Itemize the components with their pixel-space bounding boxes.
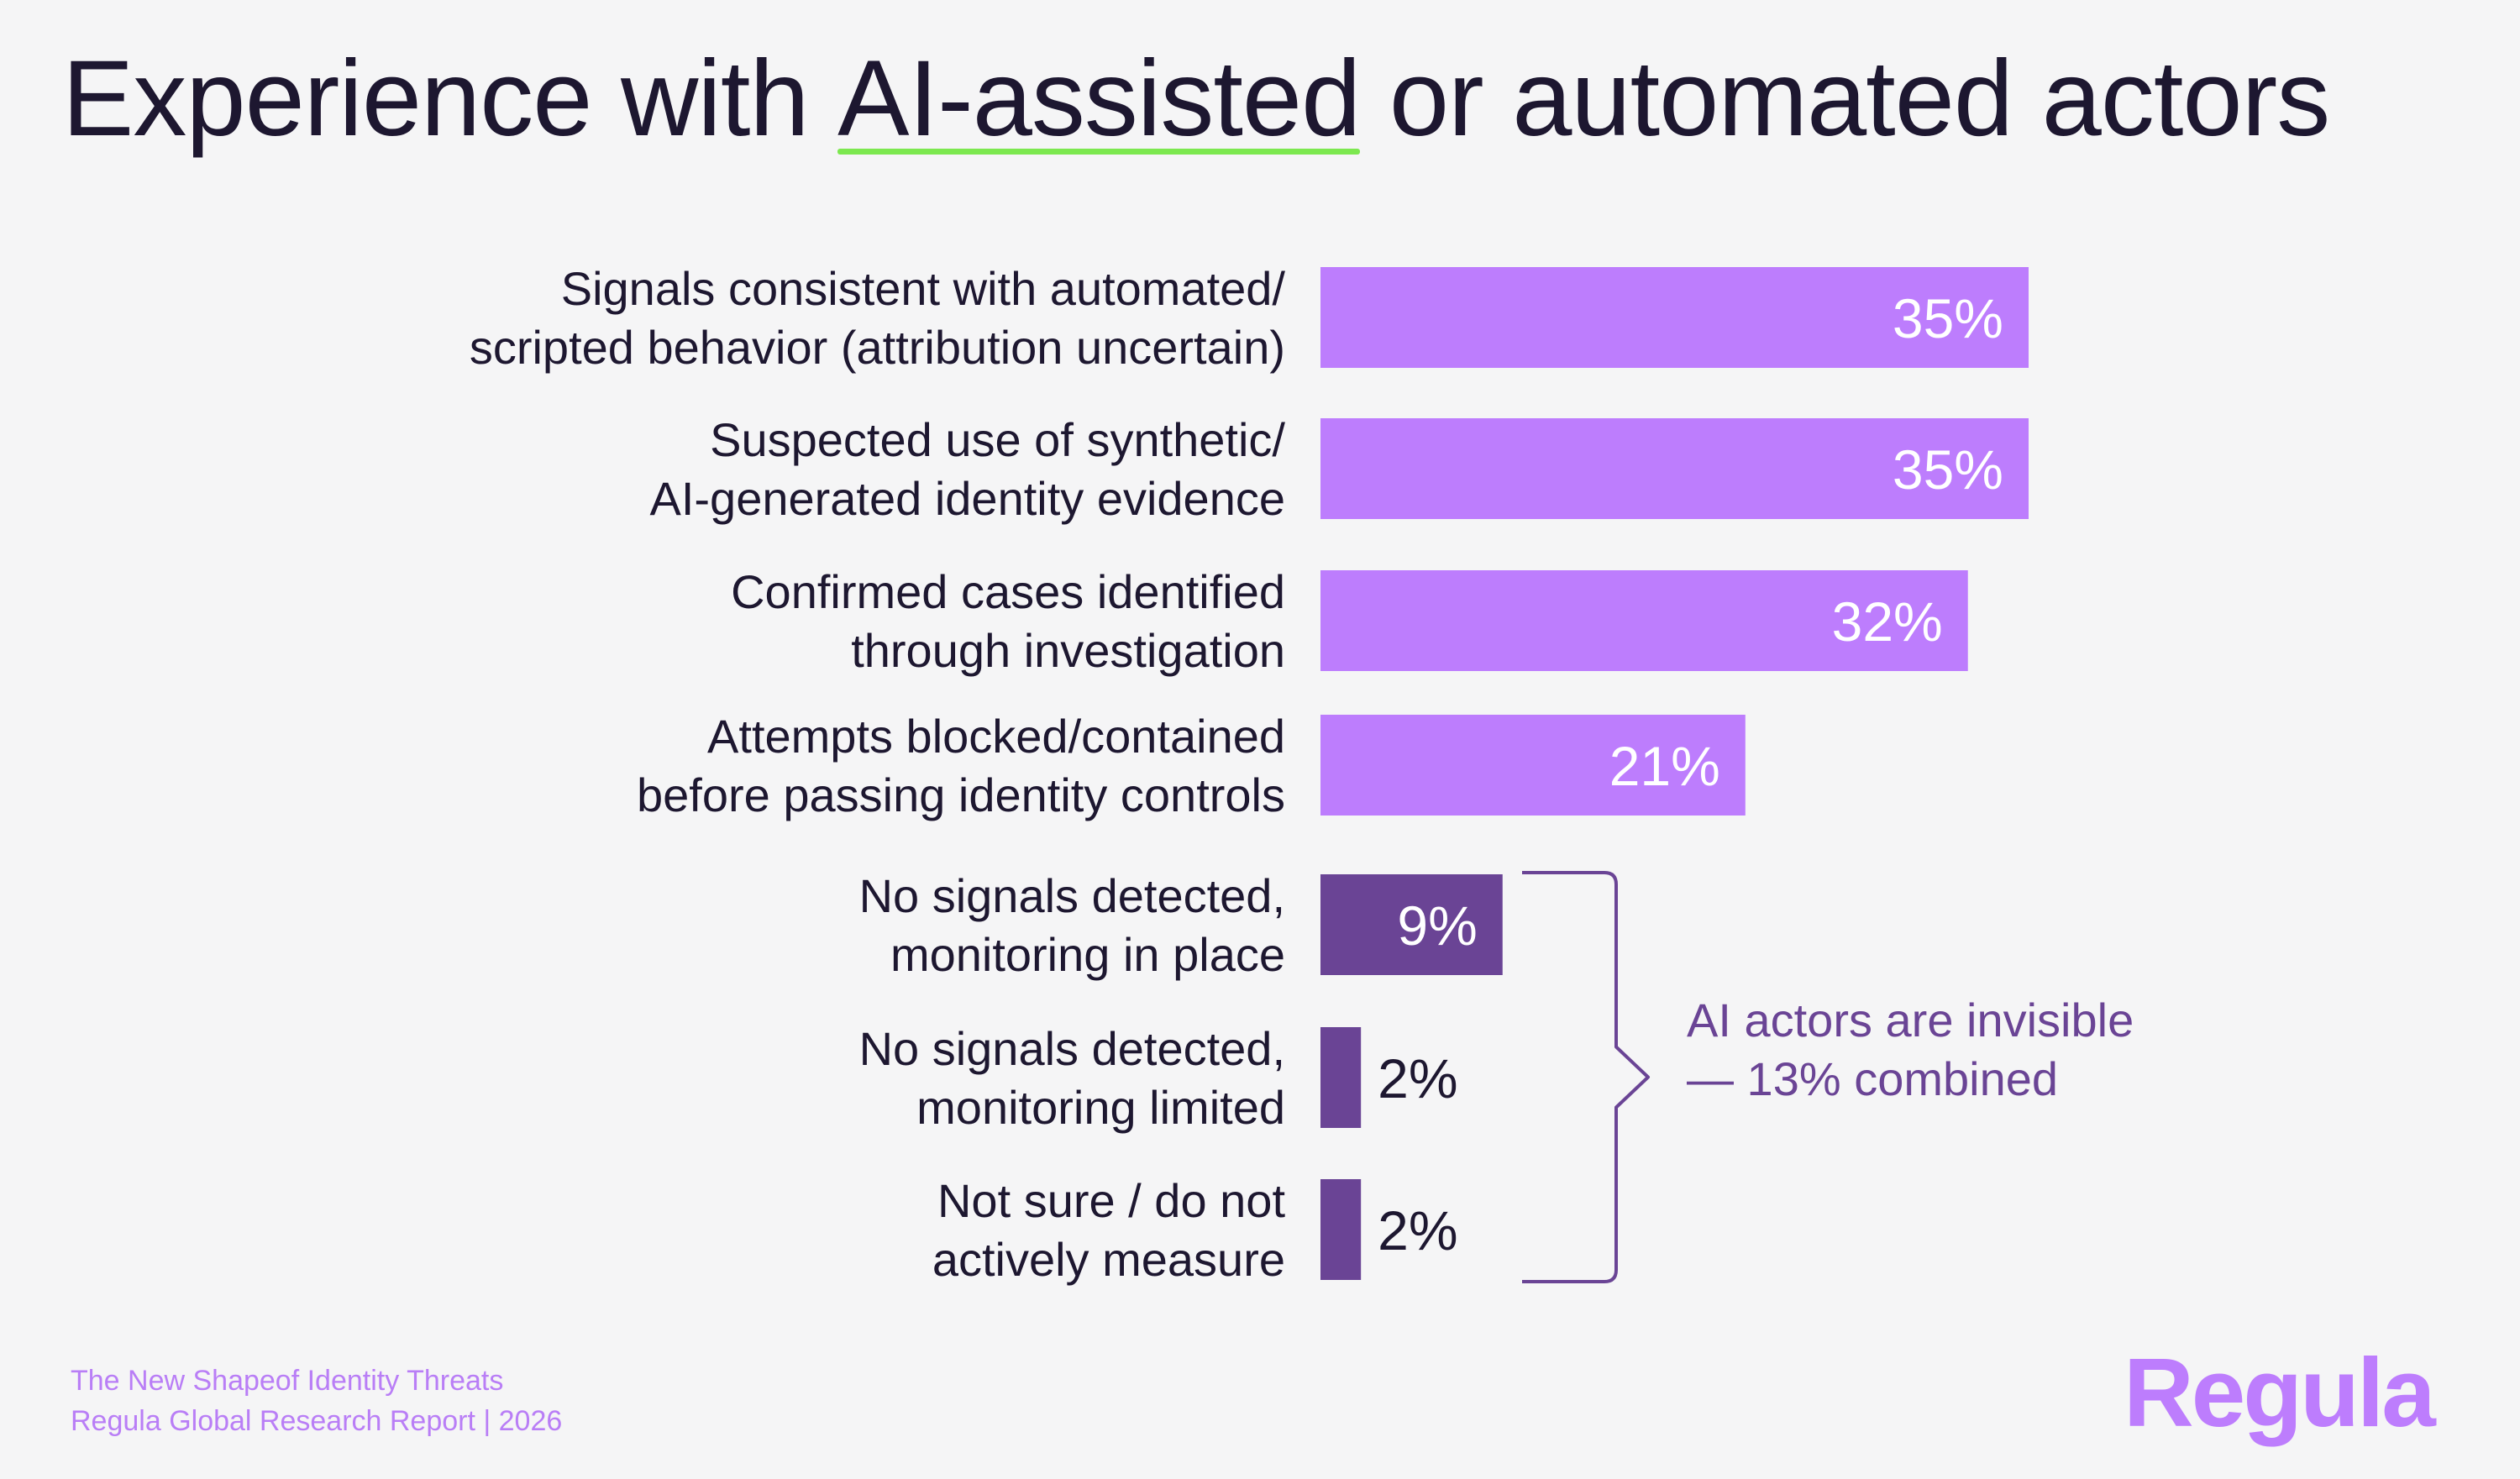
value-label: 21% (1609, 735, 1720, 797)
category-label: Not sure / do not actively measure (932, 1174, 1286, 1286)
regula-logo: Regula (2124, 1338, 2436, 1447)
value-label: 32% (1832, 590, 1943, 653)
bar (1320, 874, 1503, 975)
chart-title: Experience with AI-assisted or automated… (62, 32, 2330, 166)
callout-text: AI actors are invisible — 13% combined (1687, 994, 2134, 1105)
footer-report-subtitle: Regula Global Research Report | 2026 (71, 1405, 563, 1437)
category-label: No signals detected, monitoring limited (859, 1022, 1285, 1134)
category-label: Signals consistent with automated/script… (470, 262, 1286, 374)
bar (1320, 418, 2029, 519)
value-label: 2% (1378, 1199, 1457, 1261)
footer: The New Shapeof Identity Threats Regula … (71, 1361, 562, 1441)
category-label: Confirmed cases identified through invest… (731, 565, 1285, 677)
bar (1320, 267, 2029, 368)
value-label: 2% (1378, 1047, 1457, 1109)
value-label: 35% (1893, 438, 2003, 501)
group-bracket (1522, 871, 1650, 1283)
value-label: 35% (1893, 287, 2003, 349)
bar (1320, 1179, 1362, 1280)
bar (1320, 715, 1746, 816)
category-label: Suspected use of synthetic/AI-generated … (650, 413, 1286, 525)
category-label: No signals detected, monitoring in place (859, 869, 1285, 981)
bar (1320, 570, 1968, 671)
title-before: Experience with (62, 39, 838, 159)
category-label: Attempts blocked/contained before passing… (637, 710, 1285, 821)
value-label: 9% (1397, 894, 1477, 957)
title-after: or automated actors (1360, 39, 2330, 159)
title-highlight: AI-assisted (837, 32, 1361, 166)
footer-report-title: The New Shapeof Identity Threats (71, 1365, 504, 1397)
bar (1320, 1027, 1362, 1128)
